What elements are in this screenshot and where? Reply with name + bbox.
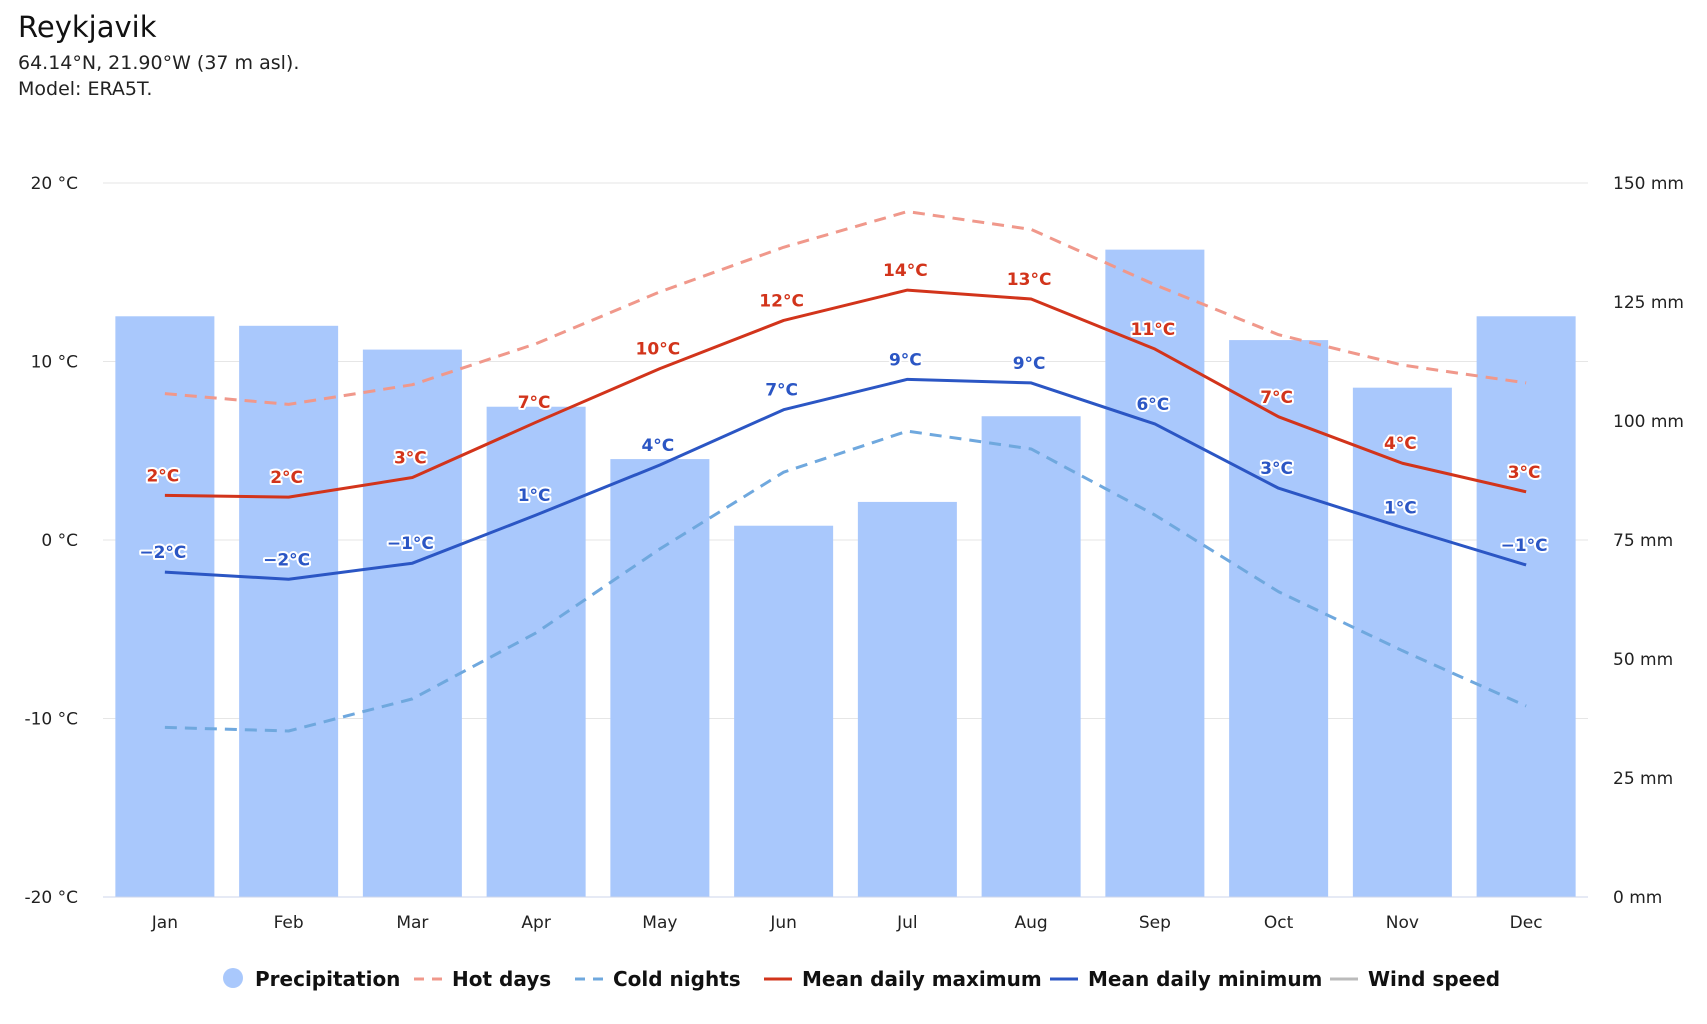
mean-max-data-label: 12°C	[759, 291, 804, 311]
mean-max-data-label: 11°C	[1131, 320, 1176, 340]
x-tick-label: Dec	[1510, 913, 1543, 933]
x-tick-label: Aug	[1015, 913, 1048, 933]
mean-min-data-label: 1°C	[1384, 499, 1417, 519]
y-right-tick-label: 150 mm	[1613, 174, 1684, 194]
precipitation-bar	[734, 525, 834, 897]
y-right-tick-label: 0 mm	[1613, 888, 1662, 908]
mean-max-data-label: 2°C	[146, 466, 179, 486]
legend-wind-speed[interactable]: Wind speed	[1368, 967, 1500, 991]
mean-min-data-label: 9°C	[889, 350, 922, 370]
mean-min-data-label: 1°C	[518, 486, 551, 506]
y-right-tick-label: 125 mm	[1613, 293, 1684, 313]
precipitation-bar	[1476, 316, 1576, 897]
x-tick-label: Sep	[1139, 913, 1171, 933]
mean-min-data-label: 7°C	[765, 381, 798, 401]
y-right-tick-label: 25 mm	[1613, 769, 1673, 789]
mean-max-data-label: 7°C	[1260, 388, 1293, 408]
x-tick-label: Jan	[151, 913, 178, 933]
mean-max-data-label: 2°C	[270, 468, 303, 488]
hot-days-line	[164, 210, 1527, 406]
mean-min-data-label: −2°C	[139, 543, 186, 563]
x-tick-label: May	[642, 913, 677, 933]
x-tick-label: Jul	[896, 913, 918, 933]
mean-min-data-label: 3°C	[1260, 459, 1293, 479]
precipitation-bar	[239, 325, 339, 897]
precipitation-bar	[115, 316, 215, 897]
mean-max-data-label: 7°C	[518, 393, 551, 413]
y-left-tick-label: 0 °C	[41, 531, 78, 551]
y-right-tick-label: 100 mm	[1613, 412, 1684, 432]
mean-min-line	[164, 377, 1527, 581]
x-tick-label: Nov	[1386, 913, 1419, 933]
mean-min-data-label: 9°C	[1013, 354, 1046, 374]
legend-mean-min[interactable]: Mean daily minimum	[1088, 967, 1322, 991]
y-right-tick-label: 50 mm	[1613, 650, 1673, 670]
x-tick-label: Oct	[1264, 913, 1294, 933]
x-tick-label: Mar	[396, 913, 428, 933]
mean-min-data-label: −2°C	[263, 550, 310, 570]
x-tick-label: Jun	[769, 913, 797, 933]
x-tick-label: Feb	[274, 913, 304, 933]
mean-max-data-label: 4°C	[1384, 434, 1417, 454]
mean-max-data-label: 10°C	[636, 340, 681, 360]
mean-max-data-label: 13°C	[1007, 270, 1052, 290]
legend-hot-days[interactable]: Hot days	[452, 967, 551, 991]
y-left-tick-label: 10 °C	[31, 353, 78, 373]
y-left-tick-label: -20 °C	[24, 888, 78, 908]
precipitation-bar	[610, 459, 710, 897]
y-left-tick-label: 20 °C	[31, 174, 78, 194]
precipitation-bar	[1105, 249, 1205, 897]
cold-nights-line	[164, 429, 1527, 733]
precipitation-bar	[362, 349, 462, 898]
precipitation-bar	[1229, 340, 1329, 898]
location-coordinates: 64.14°N, 21.90°W (37 m asl).	[18, 52, 300, 74]
mean-min-data-label: −1°C	[1501, 536, 1548, 556]
mean-max-data-label: 14°C	[883, 261, 928, 281]
precipitation-bar	[981, 416, 1081, 897]
mean-max-line	[164, 288, 1527, 499]
chart-title: Reykjavik	[18, 10, 157, 44]
mean-min-data-label: 6°C	[1136, 395, 1169, 415]
y-left-tick-label: -10 °C	[24, 710, 78, 730]
precipitation-bar	[857, 501, 957, 897]
precipitation-bar	[486, 406, 586, 897]
mean-max-data-label: 3°C	[394, 449, 427, 469]
legend-mean-max[interactable]: Mean daily maximum	[802, 967, 1042, 991]
y-right-tick-label: 75 mm	[1613, 531, 1673, 551]
mean-min-data-label: 4°C	[641, 436, 674, 456]
model-name: Model: ERA5T.	[18, 78, 153, 100]
precipitation-bar	[1352, 387, 1452, 897]
mean-max-data-label: 3°C	[1508, 463, 1541, 483]
mean-min-data-label: −1°C	[387, 534, 434, 554]
legend-precipitation[interactable]: Precipitation	[255, 967, 400, 991]
legend-cold-nights[interactable]: Cold nights	[613, 967, 741, 991]
precipitation-legend-icon	[223, 968, 243, 988]
x-tick-label: Apr	[521, 913, 550, 933]
